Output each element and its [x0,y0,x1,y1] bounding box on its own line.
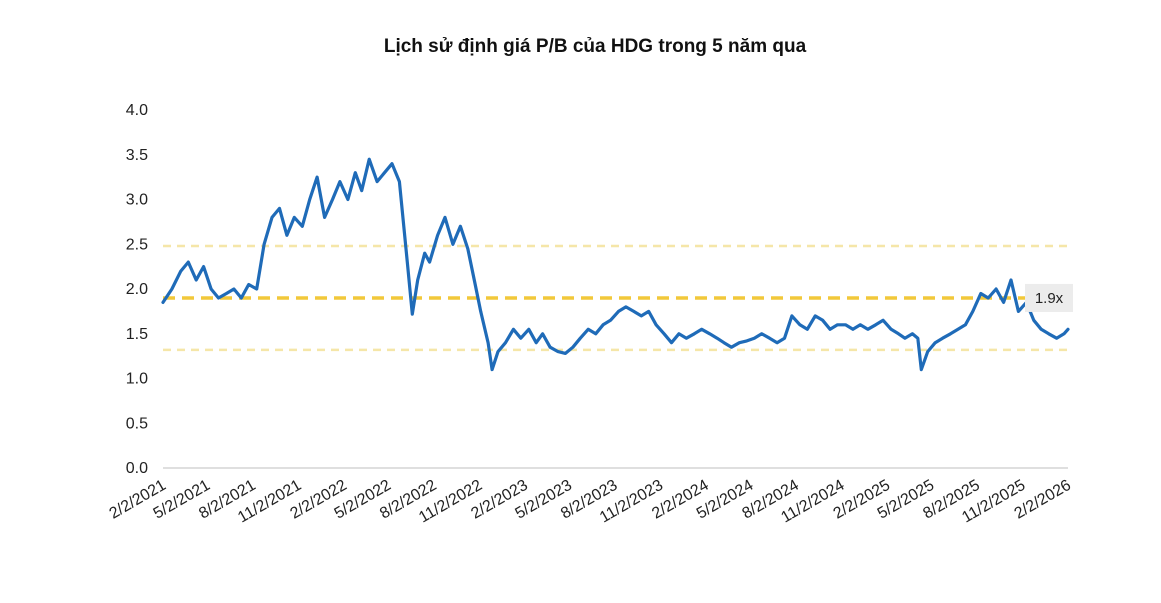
y-tick-label: 4.0 [126,102,148,119]
series-layer [161,157,1070,372]
y-tick-label: 0.0 [126,460,148,477]
y-tick-label: 1.5 [126,326,148,343]
x-axis-ticks: 2/2/20215/2/20218/2/202111/2/20212/2/202… [107,477,1075,527]
y-tick-label: 3.0 [126,192,148,209]
y-tick-label: 3.5 [126,147,148,164]
reference-label: 1.9x [1025,283,1073,312]
reference-lines [163,244,1068,352]
y-tick-label: 1.0 [126,371,148,388]
y-tick-label: 2.0 [126,281,148,298]
y-axis-ticks: 0.0 0.5 1.0 1.5 2.0 2.5 3.0 3.5 4.0 [126,102,148,477]
y-tick-label: 2.5 [126,236,148,253]
chart-title: Lịch sử định giá P/B của HDG trong 5 năm… [384,36,807,57]
y-tick-label: 0.5 [126,415,148,432]
reference-label-text: 1.9x [1035,290,1064,307]
series-line [161,157,1070,372]
reference-label-box [1025,283,1073,312]
